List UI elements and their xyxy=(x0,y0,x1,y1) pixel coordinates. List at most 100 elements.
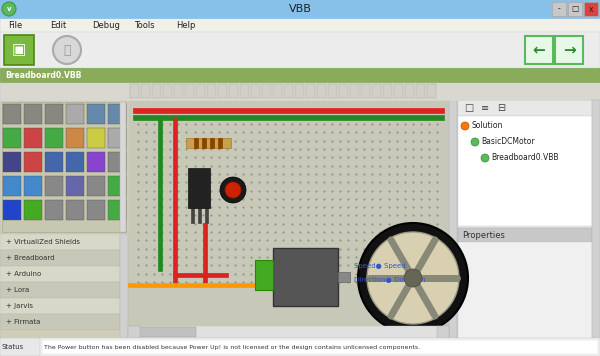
Bar xyxy=(66,128,84,148)
Text: □: □ xyxy=(571,5,578,14)
Text: Debug: Debug xyxy=(92,21,120,30)
Bar xyxy=(0,32,600,68)
Bar xyxy=(24,200,42,220)
Bar xyxy=(458,242,592,338)
Bar xyxy=(218,138,222,148)
Bar xyxy=(133,115,444,120)
Bar xyxy=(229,84,238,98)
Text: →: → xyxy=(563,42,575,58)
Bar xyxy=(188,168,210,208)
Circle shape xyxy=(358,223,468,333)
Bar xyxy=(136,327,196,337)
Bar xyxy=(458,228,592,242)
Bar xyxy=(120,102,126,232)
Bar xyxy=(24,128,42,148)
Text: Edit: Edit xyxy=(50,21,66,30)
Circle shape xyxy=(2,2,16,16)
Bar xyxy=(205,208,208,223)
Bar xyxy=(207,84,216,98)
Bar xyxy=(0,68,600,82)
Text: + Breadboard: + Breadboard xyxy=(6,255,55,261)
Bar xyxy=(0,314,120,330)
Bar xyxy=(262,84,271,98)
Bar xyxy=(0,250,120,266)
Text: BasicDCMotor: BasicDCMotor xyxy=(481,137,535,147)
Bar xyxy=(4,35,34,65)
Circle shape xyxy=(461,122,469,130)
Bar xyxy=(185,84,194,98)
Bar xyxy=(2,102,126,232)
Bar xyxy=(255,260,273,290)
Bar xyxy=(186,138,231,148)
Text: + Jarvis: + Jarvis xyxy=(6,303,33,309)
Bar xyxy=(306,84,315,98)
Text: File: File xyxy=(8,21,22,30)
Bar xyxy=(295,84,304,98)
Bar xyxy=(240,84,249,98)
Bar xyxy=(128,326,140,338)
Bar xyxy=(0,0,600,18)
Bar xyxy=(328,84,337,98)
Bar xyxy=(198,208,201,223)
Bar xyxy=(458,100,592,116)
Bar xyxy=(3,128,21,148)
Bar xyxy=(405,84,414,98)
Bar xyxy=(87,128,105,148)
Bar xyxy=(45,176,63,196)
Bar xyxy=(108,104,126,124)
Bar xyxy=(394,84,403,98)
Bar xyxy=(338,272,350,282)
Bar xyxy=(87,176,105,196)
Bar xyxy=(568,2,582,16)
Circle shape xyxy=(471,138,479,146)
Bar xyxy=(3,152,21,172)
Bar xyxy=(457,100,600,338)
Bar xyxy=(555,36,583,64)
Bar xyxy=(158,118,162,271)
Text: Direction● Direction: Direction● Direction xyxy=(354,277,425,283)
Bar xyxy=(210,138,214,148)
Text: VBB: VBB xyxy=(289,4,311,14)
Bar xyxy=(24,104,42,124)
Text: ⏻: ⏻ xyxy=(63,43,71,57)
Circle shape xyxy=(53,36,81,64)
Text: □: □ xyxy=(464,103,473,113)
Bar xyxy=(202,138,206,148)
Bar xyxy=(458,116,592,226)
Bar xyxy=(372,84,381,98)
Bar xyxy=(191,208,194,223)
Bar xyxy=(87,152,105,172)
Bar xyxy=(108,200,126,220)
Bar xyxy=(361,84,370,98)
Bar xyxy=(173,118,177,284)
Bar xyxy=(0,282,120,298)
Bar xyxy=(3,176,21,196)
Bar xyxy=(120,234,128,338)
Bar xyxy=(173,273,228,277)
Bar xyxy=(449,100,457,338)
Bar xyxy=(284,84,293,98)
Text: Properties: Properties xyxy=(462,230,505,240)
Bar xyxy=(592,100,600,338)
Bar xyxy=(525,36,553,64)
Bar xyxy=(108,128,126,148)
Bar xyxy=(128,326,449,338)
Bar xyxy=(130,84,139,98)
Text: The Power button has been disabled because Power Up! is not licensed or the desi: The Power button has been disabled becau… xyxy=(44,345,420,350)
Bar xyxy=(317,84,326,98)
Bar xyxy=(45,128,63,148)
Bar xyxy=(0,338,40,356)
Bar xyxy=(24,176,42,196)
Bar xyxy=(194,138,198,148)
Bar xyxy=(45,200,63,220)
Text: + Firmata: + Firmata xyxy=(6,319,40,325)
Bar xyxy=(350,84,359,98)
Text: -: - xyxy=(557,5,560,14)
Circle shape xyxy=(220,177,246,203)
Bar xyxy=(163,84,172,98)
Text: ⊟: ⊟ xyxy=(497,103,505,113)
Bar xyxy=(108,176,126,196)
Bar xyxy=(108,152,126,172)
Bar xyxy=(141,84,150,98)
Bar xyxy=(0,82,600,100)
